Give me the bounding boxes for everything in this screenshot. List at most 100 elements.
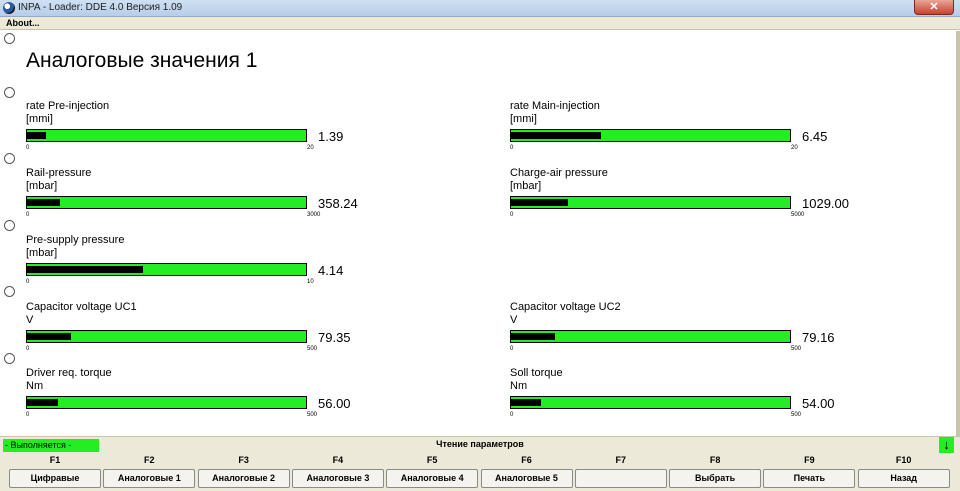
gauge-unit: [mbar] <box>26 247 58 259</box>
radio-button-4[interactable] <box>4 220 15 231</box>
fkey-f9: F9 Печать <box>761 453 857 491</box>
gauge-max: 3000 <box>307 212 321 218</box>
gauge: rate Pre-injection [mmi] 0 20 1.39 <box>26 100 366 160</box>
radio-button-1[interactable] <box>4 33 15 44</box>
fkey-label: F5 <box>426 455 438 465</box>
gauge-max: 500 <box>307 412 318 418</box>
gauge-label: Driver req. torque <box>26 367 112 379</box>
fkey-label: F8 <box>709 455 721 465</box>
gauge: Soll torque Nm 0 500 54.00 <box>510 367 850 427</box>
gauge-max: 20 <box>791 145 798 151</box>
gauge-bar-fill <box>27 333 72 340</box>
main-panel: Аналоговые значения 1 rate Pre-injection… <box>0 31 960 436</box>
gauge-min: 0 <box>26 279 30 285</box>
gauge-value: 4.14 <box>318 263 344 278</box>
radio-button-3[interactable] <box>4 153 15 164</box>
gauge-value: 1029.00 <box>802 196 849 211</box>
gauge-bar-fill <box>27 199 61 206</box>
fkey-button[interactable]: Аналоговые 3 <box>291 469 384 488</box>
gauge: Rail-pressure [mbar] 0 3000 358.24 <box>26 167 366 227</box>
down-arrow-icon[interactable]: ↓ <box>939 437 954 454</box>
gauge-label: Rail-pressure <box>26 167 92 179</box>
fkey-button[interactable]: Назад <box>857 469 950 488</box>
gauge-bar <box>510 330 791 343</box>
gauge: Capacitor voltage UC2 V 0 500 79.16 <box>510 301 850 361</box>
gauge-bar <box>510 129 791 142</box>
gauge-bar <box>26 263 307 276</box>
gauge-min: 0 <box>510 346 514 352</box>
window-title: INPA - Loader: DDE 4.0 Версия 1.09 <box>18 2 183 13</box>
fkey-button[interactable]: Выбрать <box>669 469 762 488</box>
radio-button-5[interactable] <box>4 286 15 297</box>
fkey-label: F3 <box>238 455 249 465</box>
gauge-min: 0 <box>26 412 30 418</box>
fkey-f10: F10 Назад <box>856 453 952 491</box>
gauge-label: Soll torque <box>510 367 563 379</box>
fkey-label: F7 <box>615 455 627 465</box>
fkey-f4: F4 Аналоговые 3 <box>290 453 386 491</box>
gauge-bar <box>26 396 307 409</box>
fkey-label: F9 <box>804 455 815 465</box>
gauge-unit: [mmi] <box>26 113 53 125</box>
gauge-value: 6.45 <box>802 129 828 144</box>
gauge-bar <box>510 196 791 209</box>
gauge-max: 500 <box>791 346 802 352</box>
gauge: rate Main-injection [mmi] 0 20 6.45 <box>510 100 850 160</box>
gauge-min: 0 <box>26 212 30 218</box>
status-reading: Чтение параметров <box>436 439 524 449</box>
gauge-label: Pre-supply pressure <box>26 234 125 246</box>
fkey-button[interactable]: Аналоговые 2 <box>197 469 290 488</box>
gauge-label: Capacitor voltage UC2 <box>510 301 621 313</box>
gauge-unit: [mbar] <box>510 180 542 192</box>
gauge-min: 0 <box>26 145 30 151</box>
radio-button-6[interactable] <box>4 353 15 364</box>
menu-bar: About... <box>0 17 960 30</box>
gauge: Pre-supply pressure [mbar] 0 10 4.14 <box>26 234 366 294</box>
gauge-value: 358.24 <box>318 196 358 211</box>
fkey-button[interactable]: Аналоговые 4 <box>386 469 479 488</box>
gauge-label: rate Main-injection <box>510 100 600 112</box>
fkey-button[interactable]: Цифравые <box>9 469 101 488</box>
page-title: Аналоговые значения 1 <box>26 49 258 72</box>
gauge-label: Capacitor voltage UC1 <box>26 301 137 313</box>
fkey-button[interactable]: Аналоговые 1 <box>103 469 196 488</box>
gauge: Driver req. torque Nm 0 500 56.00 <box>26 367 366 427</box>
gauge-max: 500 <box>307 346 318 352</box>
close-button[interactable]: ✕ <box>914 0 954 15</box>
radio-button-2[interactable] <box>4 87 15 98</box>
gauge: Charge-air pressure [mbar] 0 5000 1029.00 <box>510 167 850 227</box>
gauge-bar <box>26 129 307 142</box>
menu-item-about[interactable]: About... <box>6 18 40 28</box>
gauge: Capacitor voltage UC1 V 0 500 79.35 <box>26 301 366 361</box>
gauge-max: 10 <box>307 279 314 285</box>
gauge-label: Charge-air pressure <box>510 167 608 179</box>
fkey-label: F4 <box>332 455 344 465</box>
fkey-f3: F3 Аналоговые 2 <box>196 453 292 491</box>
gauge-bar-fill <box>511 199 569 206</box>
gauge-bar <box>26 330 307 343</box>
gauge-unit: V <box>26 314 34 326</box>
gauge-value: 54.00 <box>802 396 835 411</box>
gauge-value: 56.00 <box>318 396 351 411</box>
fkey-f8: F8 Выбрать <box>667 453 763 491</box>
gauge-value: 79.16 <box>802 330 835 345</box>
gauge-max: 5000 <box>791 212 805 218</box>
gauge-unit: Nm <box>26 380 44 392</box>
fkey-f6: F6 Аналоговые 5 <box>479 453 575 491</box>
fkey-f7: F7 <box>573 453 669 491</box>
fkey-button[interactable]: Аналоговые 5 <box>480 469 573 488</box>
fkey-label: F2 <box>144 455 155 465</box>
fkey-label: F10 <box>895 455 912 465</box>
gauge-unit: Nm <box>510 380 528 392</box>
fkey-f1: F1 Цифравые <box>7 453 103 491</box>
bmw-logo-icon <box>3 2 15 14</box>
status-running: - Выполняется - <box>3 439 99 452</box>
fkey-button[interactable]: Печать <box>763 469 856 488</box>
gauge-bar-fill <box>511 333 556 340</box>
gauge-max: 20 <box>307 145 314 151</box>
gauge-min: 0 <box>26 346 30 352</box>
fkey-f5: F5 Аналоговые 4 <box>384 453 480 491</box>
gauge-bar-fill <box>27 132 47 139</box>
fkey-button[interactable] <box>574 469 667 488</box>
gauge-min: 0 <box>510 145 514 151</box>
